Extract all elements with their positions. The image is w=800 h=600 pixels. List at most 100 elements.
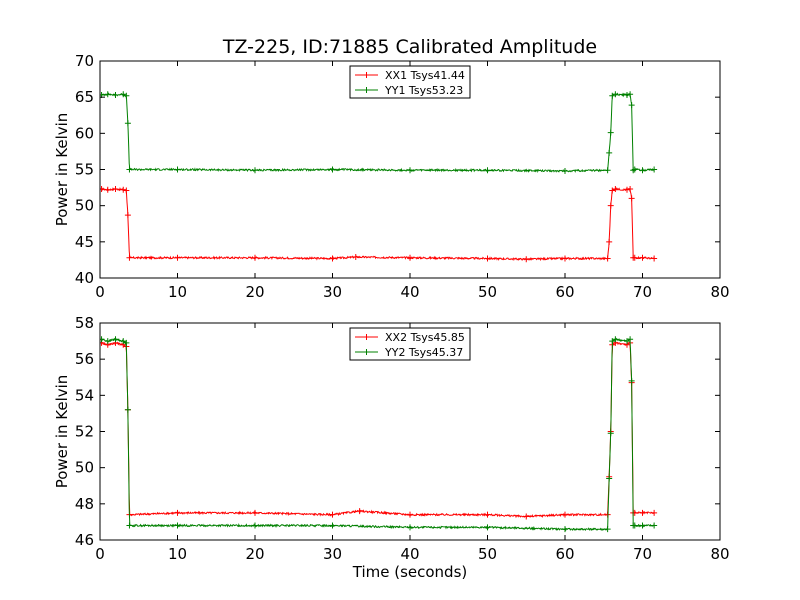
series-point	[407, 254, 413, 261]
series-point	[631, 254, 638, 261]
x-tick-label: 0	[95, 283, 105, 301]
legend-marker	[363, 87, 370, 93]
series-point	[484, 255, 491, 262]
series-point	[407, 167, 413, 174]
legend-box	[349, 327, 471, 361]
series-point	[651, 509, 658, 516]
y-axis-label: Power in Kelvin	[53, 375, 71, 489]
y-axis-label: Power in Kelvin	[53, 113, 71, 227]
series-point	[628, 102, 635, 109]
series-point	[174, 509, 181, 516]
series-point	[252, 509, 258, 516]
x-tick-label: 20	[245, 545, 264, 563]
y-tick-label: 46	[75, 531, 94, 549]
series-point	[104, 186, 111, 193]
series-point	[174, 254, 181, 261]
series-line-XX2 Tsys45.85	[101, 341, 655, 519]
series-point	[112, 186, 119, 193]
series-line-YY1 Tsys53.23	[101, 92, 655, 173]
y-tick-label: 70	[75, 52, 94, 70]
legend-marker	[363, 349, 370, 355]
x-tick-label: 70	[633, 283, 652, 301]
legend-marker	[363, 72, 370, 78]
series-point	[407, 511, 413, 518]
y-tick-label: 56	[75, 350, 94, 368]
series-point	[651, 522, 658, 529]
plot-area	[100, 336, 658, 533]
series-point	[120, 91, 127, 98]
series-point	[124, 212, 131, 219]
series-point	[174, 522, 181, 529]
series-point	[126, 254, 133, 261]
series-point	[607, 202, 614, 209]
x-tick-label: 0	[95, 545, 105, 563]
legend: XX2 Tsys45.85 YY2 Tsys45.37	[349, 327, 471, 361]
x-tick-label: 40	[400, 283, 419, 301]
y-tick-label: 55	[75, 161, 94, 179]
series-point	[628, 195, 635, 202]
x-axis-label: Time (seconds)	[352, 563, 468, 581]
series-point	[100, 336, 105, 343]
series-point	[651, 166, 658, 173]
series-point	[562, 526, 568, 533]
series-line-XX1 Tsys41.44	[101, 187, 654, 262]
series-point	[112, 91, 119, 98]
x-tick-label: 40	[400, 545, 419, 563]
series-point	[112, 336, 119, 343]
x-tick-label: 60	[555, 545, 574, 563]
x-tick-label: 80	[710, 283, 729, 301]
series-point	[639, 254, 646, 261]
series-point	[631, 166, 638, 173]
series-point	[104, 338, 111, 345]
series-point	[329, 522, 336, 529]
series-point	[124, 406, 131, 413]
series-line-YY2 Tsys45.37	[101, 337, 655, 532]
series-point	[639, 522, 646, 529]
series-point	[604, 167, 611, 174]
x-tick-label: 10	[168, 283, 187, 301]
series-point	[609, 92, 616, 99]
series-point	[126, 522, 133, 529]
x-tick-label: 50	[478, 283, 497, 301]
series-point	[174, 166, 181, 173]
legend-box	[349, 65, 471, 99]
series-point	[607, 430, 614, 437]
series-point	[606, 149, 613, 156]
series-point	[407, 524, 413, 531]
x-tick-label: 80	[710, 545, 729, 563]
x-tick-label: 50	[478, 545, 497, 563]
series-point	[123, 187, 130, 194]
x-tick-label: 30	[323, 283, 342, 301]
series-point	[104, 91, 111, 98]
y-tick-label: 45	[75, 233, 94, 251]
legend-label: YY1 Tsys53.23	[384, 84, 463, 97]
series-point	[120, 338, 127, 345]
series-point	[607, 129, 614, 136]
y-tick-label: 48	[75, 495, 94, 513]
x-tick-label: 70	[633, 545, 652, 563]
series-point	[627, 91, 634, 98]
series-point	[484, 167, 491, 174]
top-plot: 0 10 20 30 40 50 60 70 80 40 45 50 55 60 65 70 Power in …	[53, 52, 730, 301]
series-point	[606, 475, 613, 482]
series-point	[562, 167, 568, 174]
series-point	[562, 511, 568, 518]
series-point	[484, 524, 491, 531]
x-tick-label: 10	[168, 545, 187, 563]
y-tick-label: 58	[75, 314, 94, 332]
series-point	[606, 238, 613, 245]
series-point	[352, 254, 359, 261]
series-point	[252, 254, 258, 261]
series-point	[604, 255, 611, 262]
series-point	[523, 256, 530, 263]
y-tick-label: 52	[75, 423, 94, 441]
series-point	[100, 186, 105, 193]
legend-label: YY2 Tsys45.37	[384, 346, 463, 359]
series-point	[126, 166, 133, 173]
x-tick-label: 20	[245, 283, 264, 301]
series-point	[329, 511, 336, 518]
series-point	[628, 377, 635, 384]
series-point	[523, 513, 530, 520]
y-tick-label: 54	[75, 386, 94, 404]
